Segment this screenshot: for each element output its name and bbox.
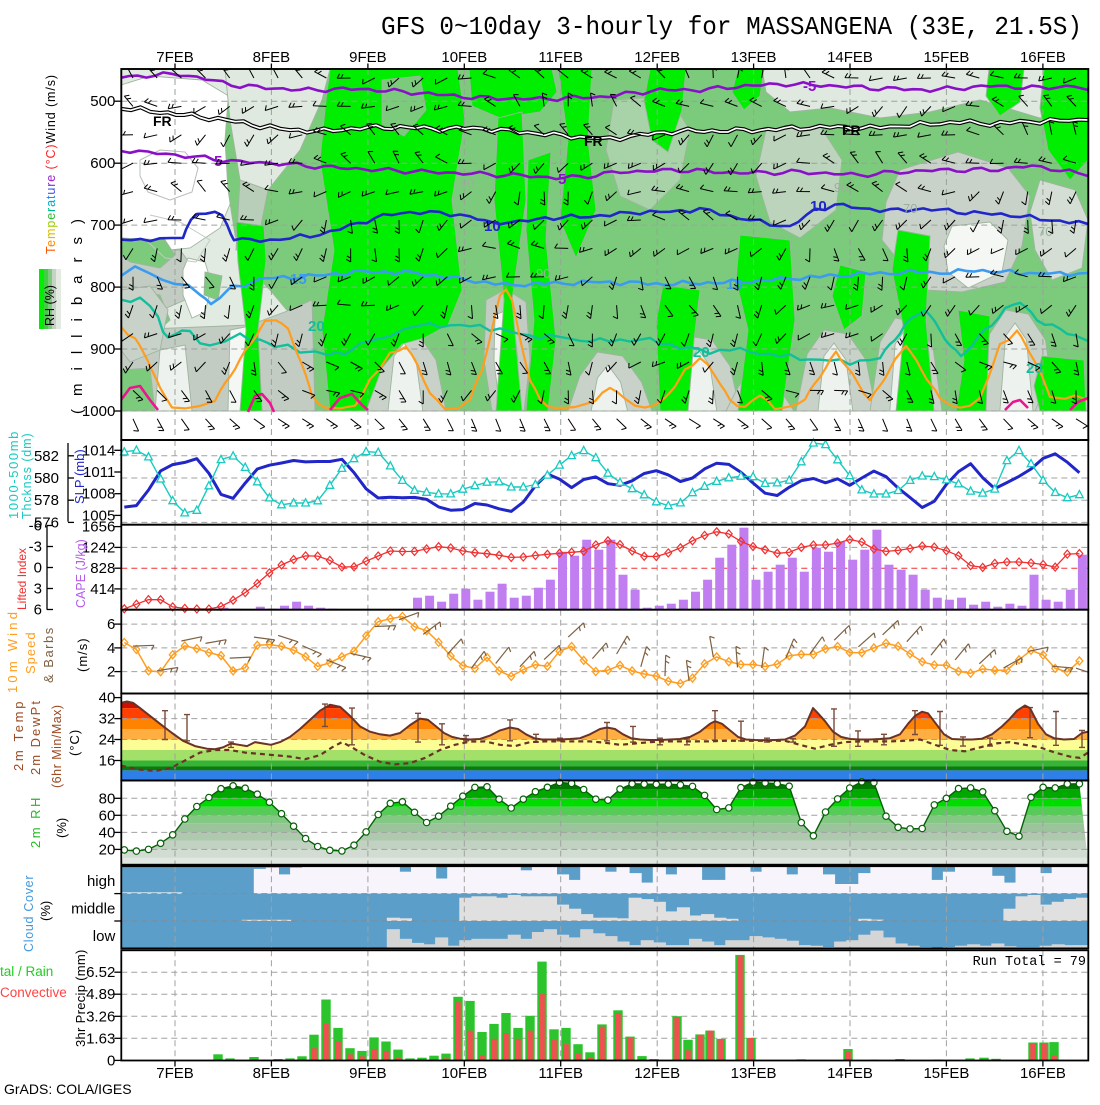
svg-text:2m DewPt: 2m DewPt bbox=[28, 699, 43, 775]
svg-text:FR: FR bbox=[584, 133, 603, 149]
svg-text:-6: -6 bbox=[29, 518, 42, 535]
svg-text:20: 20 bbox=[99, 841, 116, 858]
svg-text:14FEB: 14FEB bbox=[827, 49, 873, 66]
svg-text:15FEB: 15FEB bbox=[923, 1065, 969, 1082]
svg-text:32: 32 bbox=[99, 711, 116, 728]
svg-text:578: 578 bbox=[34, 492, 59, 509]
svg-text:6: 6 bbox=[107, 616, 115, 633]
svg-text:FR: FR bbox=[842, 122, 861, 138]
svg-text:20: 20 bbox=[693, 344, 710, 361]
svg-text:8FEB: 8FEB bbox=[253, 49, 291, 66]
svg-text:90: 90 bbox=[536, 266, 550, 281]
svg-text:900: 900 bbox=[90, 341, 115, 358]
svg-text:0: 0 bbox=[107, 1052, 115, 1069]
svg-text:40: 40 bbox=[99, 824, 116, 841]
svg-text:1000: 1000 bbox=[82, 403, 115, 420]
svg-text:(°C): (°C) bbox=[67, 729, 82, 756]
svg-text:15FEB: 15FEB bbox=[923, 49, 969, 66]
svg-text:2m RH: 2m RH bbox=[28, 795, 43, 848]
svg-text:11FEB: 11FEB bbox=[538, 49, 583, 66]
svg-text:(m/s): (m/s) bbox=[75, 637, 90, 672]
svg-text:-3: -3 bbox=[29, 539, 42, 556]
svg-text:2m Temp: 2m Temp bbox=[11, 699, 26, 771]
svg-text:16: 16 bbox=[99, 753, 116, 770]
svg-text:7FEB: 7FEB bbox=[156, 1065, 194, 1082]
svg-text:CAPE (J/kg): CAPE (J/kg) bbox=[74, 539, 88, 608]
svg-text:500: 500 bbox=[90, 93, 115, 110]
svg-text:828: 828 bbox=[90, 560, 115, 577]
svg-text:low: low bbox=[93, 928, 116, 945]
svg-text:6: 6 bbox=[34, 602, 42, 619]
svg-text:3: 3 bbox=[34, 581, 42, 598]
svg-text:Cloud Cover: Cloud Cover bbox=[22, 875, 36, 952]
svg-text:10FEB: 10FEB bbox=[441, 49, 487, 66]
svg-text:tal / Rain: tal / Rain bbox=[0, 964, 53, 979]
svg-text:12FEB: 12FEB bbox=[634, 1065, 680, 1082]
svg-text:2: 2 bbox=[107, 664, 115, 681]
svg-text:SLP (mb): SLP (mb) bbox=[72, 449, 87, 504]
svg-text:FR: FR bbox=[153, 113, 172, 129]
svg-text:Run Total = 79: Run Total = 79 bbox=[973, 955, 1086, 970]
svg-text:13FEB: 13FEB bbox=[731, 49, 777, 66]
svg-text:20: 20 bbox=[308, 318, 325, 335]
svg-text:5: 5 bbox=[558, 171, 566, 188]
svg-text:middle: middle bbox=[71, 901, 115, 918]
svg-text:3hr Precip (mm): 3hr Precip (mm) bbox=[73, 949, 88, 1047]
svg-text:Lifted Index: Lifted Index bbox=[15, 548, 29, 610]
svg-text:1011: 1011 bbox=[83, 464, 115, 481]
svg-text:(millibars): (millibars) bbox=[69, 206, 86, 414]
svg-text:90: 90 bbox=[834, 180, 848, 195]
svg-text:(%): (%) bbox=[54, 818, 69, 838]
svg-text:GrADS: COLA/IGES: GrADS: COLA/IGES bbox=[4, 1081, 132, 1097]
svg-text:high: high bbox=[87, 873, 115, 890]
svg-text:3.26: 3.26 bbox=[86, 1008, 115, 1025]
svg-text:10: 10 bbox=[810, 198, 827, 215]
svg-text:16FEB: 16FEB bbox=[1020, 49, 1066, 66]
svg-text:582: 582 bbox=[34, 448, 59, 465]
svg-text:10m Wind: 10m Wind bbox=[5, 609, 20, 693]
svg-text:6.52: 6.52 bbox=[86, 964, 115, 981]
svg-text:12FEB: 12FEB bbox=[634, 49, 680, 66]
svg-text:Thcknss (dm): Thcknss (dm) bbox=[20, 432, 34, 519]
svg-text:0: 0 bbox=[34, 560, 42, 577]
svg-text:70: 70 bbox=[1038, 224, 1052, 239]
svg-text:11FEB: 11FEB bbox=[538, 1065, 583, 1082]
svg-text:580: 580 bbox=[34, 470, 59, 487]
svg-text:40: 40 bbox=[99, 690, 116, 707]
svg-text:Speed: Speed bbox=[23, 631, 38, 674]
svg-text:(6hr Min/Max): (6hr Min/Max) bbox=[50, 704, 64, 788]
svg-text:8FEB: 8FEB bbox=[253, 1065, 291, 1082]
svg-text:1656: 1656 bbox=[82, 519, 115, 536]
svg-text:RH (%): RH (%) bbox=[43, 285, 57, 326]
svg-text:70: 70 bbox=[903, 201, 917, 216]
svg-text:4.89: 4.89 bbox=[86, 986, 115, 1003]
svg-text:(%): (%) bbox=[38, 901, 53, 921]
svg-text:24: 24 bbox=[99, 732, 116, 749]
svg-text:1000-500mb: 1000-500mb bbox=[6, 430, 21, 519]
svg-text:90: 90 bbox=[460, 176, 474, 191]
svg-text:14FEB: 14FEB bbox=[827, 1065, 873, 1082]
svg-text:800: 800 bbox=[90, 279, 115, 296]
svg-text:& Barbs: & Barbs bbox=[41, 626, 56, 683]
svg-text:Temperature (°C)Wind (m/s): Temperature (°C)Wind (m/s) bbox=[44, 74, 58, 254]
svg-text:-5: -5 bbox=[803, 78, 816, 95]
svg-text:414: 414 bbox=[90, 581, 115, 598]
svg-text:9FEB: 9FEB bbox=[349, 49, 387, 66]
svg-text:Convective: Convective bbox=[0, 985, 67, 1000]
svg-text:10FEB: 10FEB bbox=[441, 1065, 487, 1082]
svg-text:80: 80 bbox=[99, 790, 116, 807]
svg-text:600: 600 bbox=[90, 155, 115, 172]
svg-text:4: 4 bbox=[107, 640, 115, 657]
svg-text:GFS 0~10day 3-hourly for MASSA: GFS 0~10day 3-hourly for MASSANGENA (33E… bbox=[381, 12, 1082, 42]
svg-text:9FEB: 9FEB bbox=[349, 1065, 387, 1082]
svg-text:16FEB: 16FEB bbox=[1020, 1065, 1066, 1082]
svg-text:1.63: 1.63 bbox=[86, 1030, 115, 1047]
svg-text:60: 60 bbox=[99, 807, 116, 824]
svg-text:700: 700 bbox=[90, 217, 115, 234]
svg-text:7FEB: 7FEB bbox=[156, 49, 194, 66]
svg-text:13FEB: 13FEB bbox=[731, 1065, 777, 1082]
